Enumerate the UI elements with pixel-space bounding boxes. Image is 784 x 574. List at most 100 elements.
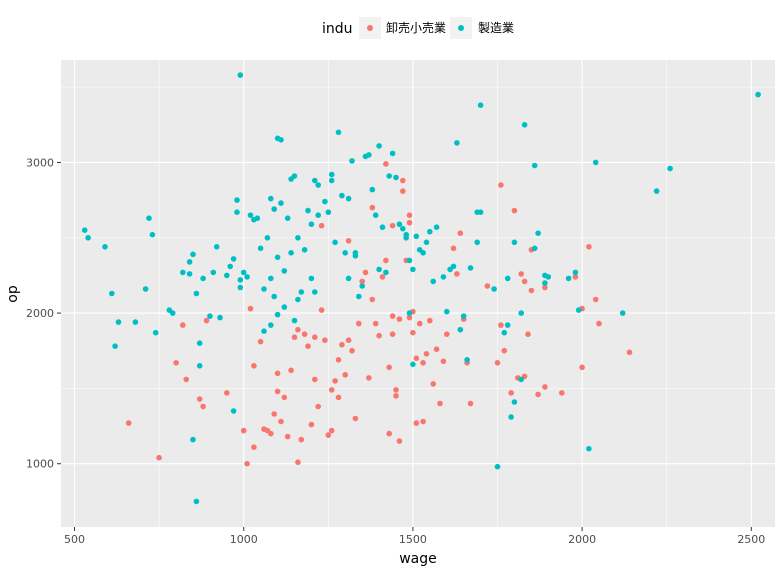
data-point-製造業 <box>410 266 416 273</box>
data-point-製造業 <box>186 259 193 265</box>
data-point-製造業 <box>261 328 267 335</box>
data-point-製造業 <box>278 200 284 206</box>
data-point-製造業 <box>444 308 450 315</box>
data-point-卸売小売業 <box>437 400 443 407</box>
data-point-製造業 <box>379 224 386 230</box>
data-point-製造業 <box>230 256 237 262</box>
data-point-製造業 <box>477 209 484 215</box>
data-point-卸売小売業 <box>386 364 393 371</box>
data-point-製造業 <box>234 197 240 203</box>
data-point-卸売小売業 <box>383 161 389 167</box>
data-point-卸売小売業 <box>345 337 352 344</box>
data-point-製造業 <box>376 266 382 273</box>
data-point-製造業 <box>301 247 308 253</box>
data-point-卸売小売業 <box>511 207 518 214</box>
data-point-製造業 <box>619 310 626 316</box>
data-point-卸売小売業 <box>356 320 362 327</box>
data-point-卸売小売業 <box>393 393 399 399</box>
data-point-卸売小売業 <box>535 391 541 398</box>
data-point-卸売小売業 <box>389 331 396 338</box>
data-point-卸売小売業 <box>312 334 318 341</box>
data-point-卸売小売業 <box>257 338 264 345</box>
data-point-卸売小売業 <box>420 360 426 366</box>
data-point-卸売小売業 <box>328 387 335 393</box>
data-point-製造業 <box>531 245 538 252</box>
data-point-卸売小売業 <box>200 403 206 410</box>
data-point-卸売小売業 <box>525 331 531 338</box>
data-point-製造業 <box>376 143 382 149</box>
data-point-卸売小売業 <box>366 375 372 381</box>
data-point-製造業 <box>186 271 193 277</box>
data-point-卸売小売業 <box>406 219 413 226</box>
data-point-卸売小売業 <box>379 274 386 280</box>
data-point-卸売小売業 <box>251 444 257 451</box>
data-point-卸売小売業 <box>301 331 308 338</box>
data-point-製造業 <box>545 274 552 280</box>
data-point-製造業 <box>291 317 298 324</box>
data-point-卸売小売業 <box>332 378 338 384</box>
data-point-卸売小売業 <box>413 420 420 426</box>
data-point-製造業 <box>586 445 592 452</box>
data-point-製造業 <box>217 314 223 321</box>
data-point-卸売小売業 <box>295 459 301 466</box>
data-point-製造業 <box>667 165 673 172</box>
data-point-製造業 <box>169 310 176 316</box>
data-point-製造業 <box>288 250 294 256</box>
data-point-卸売小売業 <box>559 390 565 396</box>
data-point-製造業 <box>491 286 497 292</box>
data-point-製造業 <box>467 265 474 271</box>
data-point-卸売小売業 <box>579 364 585 371</box>
data-point-卸売小売業 <box>342 372 349 378</box>
data-point-卸売小売業 <box>416 320 423 327</box>
data-point-製造業 <box>504 322 511 328</box>
y-tick-label: 2000 <box>26 307 54 320</box>
data-point-製造業 <box>207 313 213 319</box>
data-point-製造業 <box>193 290 200 297</box>
data-point-製造業 <box>427 228 433 235</box>
data-point-製造業 <box>423 239 430 246</box>
data-point-製造業 <box>193 498 200 505</box>
data-point-製造業 <box>180 269 186 276</box>
data-point-卸売小売業 <box>315 403 322 410</box>
data-point-製造業 <box>531 162 538 169</box>
data-point-卸売小売業 <box>484 283 491 289</box>
x-axis-title: wage <box>399 551 437 567</box>
legend-key-卸売小売業 <box>367 25 373 31</box>
data-point-製造業 <box>460 313 467 319</box>
data-point-製造業 <box>332 239 338 246</box>
data-point-製造業 <box>322 198 328 205</box>
data-point-卸売小売業 <box>322 337 328 344</box>
data-point-卸売小売業 <box>274 370 281 377</box>
data-point-卸売小売業 <box>362 269 369 276</box>
data-point-卸売小売業 <box>372 320 379 327</box>
data-point-卸売小売業 <box>295 326 301 333</box>
data-point-卸売小売業 <box>430 381 437 387</box>
data-point-卸売小売業 <box>312 376 318 383</box>
data-point-卸売小売業 <box>467 400 474 407</box>
data-point-卸売小売業 <box>335 394 342 401</box>
data-point-卸売小売業 <box>335 357 342 363</box>
data-point-卸売小売業 <box>305 343 311 350</box>
data-point-製造業 <box>109 290 115 297</box>
data-point-卸売小売業 <box>383 257 389 264</box>
data-point-製造業 <box>224 272 230 279</box>
data-point-製造業 <box>352 250 359 256</box>
data-point-製造業 <box>115 319 122 325</box>
data-point-製造業 <box>305 207 311 214</box>
y-tick-label: 1000 <box>26 458 54 471</box>
data-point-卸売小売業 <box>328 427 335 434</box>
data-point-製造業 <box>247 212 254 218</box>
data-point-卸売小売業 <box>345 238 352 244</box>
data-point-製造業 <box>152 329 159 336</box>
data-point-製造業 <box>396 221 403 227</box>
data-point-卸売小売業 <box>180 322 186 328</box>
data-point-製造業 <box>433 224 440 230</box>
data-point-卸売小売業 <box>173 360 179 366</box>
data-point-製造業 <box>281 268 288 274</box>
data-point-製造業 <box>237 277 244 283</box>
data-point-製造業 <box>146 215 152 221</box>
data-point-製造業 <box>406 257 413 264</box>
legend-title: indu <box>322 21 353 37</box>
x-tick-label: 2500 <box>737 533 765 546</box>
data-point-製造業 <box>240 269 247 276</box>
